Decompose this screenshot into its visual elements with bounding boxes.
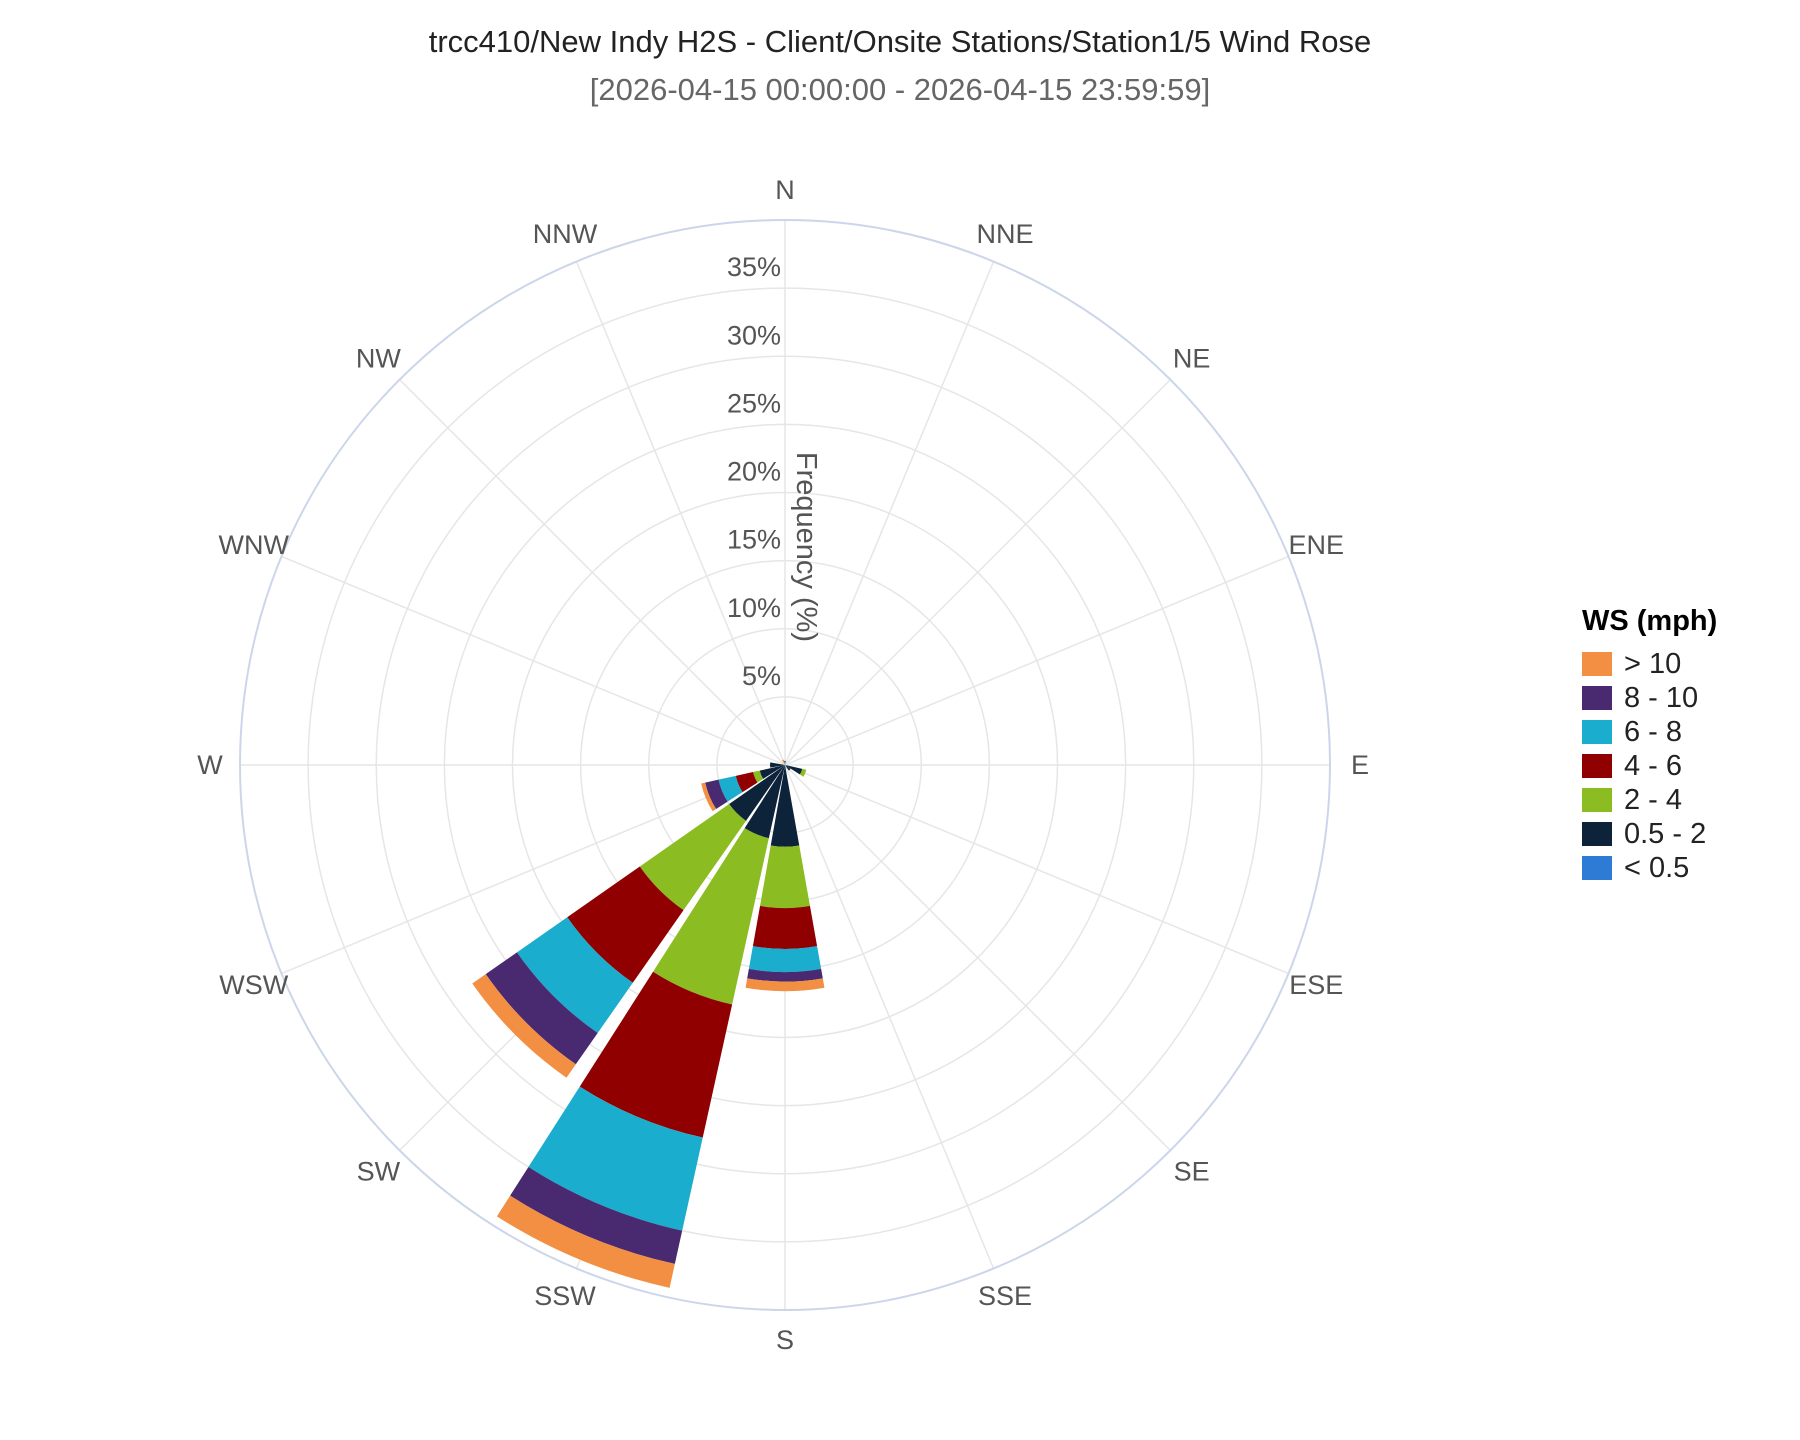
direction-label-se: SE [1174,1157,1210,1187]
direction-label-w: W [197,750,223,780]
bar-ese-series-1 [786,765,803,775]
bar-wsw-series-1 [759,765,784,779]
bar-s-series-4 [748,946,822,973]
wind-rose-bars [472,759,825,1288]
bar-wsw-series-4 [718,775,743,802]
bar-ese-series-0 [785,765,787,766]
legend-swatch-2 [1582,720,1612,744]
bar-s-series-6 [745,978,825,992]
radial-tick-label-3: 20% [727,457,781,487]
legend-item-label-2: 6 - 8 [1624,716,1682,748]
grid-spoke-3 [784,555,1289,766]
direction-label-ene: ENE [1288,530,1344,560]
outer-ring [239,219,1331,1311]
legend-swatch-1 [1582,686,1612,710]
legend-swatch-3 [1582,754,1612,778]
grid-spoke-11 [281,764,786,975]
grid-spoke-14 [399,379,786,766]
direction-label-nnw: NNW [533,219,598,249]
radial-tick-label-5: 30% [727,320,781,350]
direction-label-nw: NW [356,343,401,373]
grid-spoke-6 [784,764,1171,1151]
legend-item-label-5: 0.5 - 2 [1624,818,1706,850]
bar-sw-series-2 [639,804,746,911]
bar-sw-series-3 [567,866,684,983]
legend-swatch-5 [1582,822,1612,846]
bar-s-series-2 [760,845,810,909]
bar-se-series-0 [785,765,787,767]
radial-tick-label-1: 10% [727,593,781,623]
bar-wsw-series-3 [735,772,758,793]
bar-ssw-series-5 [510,1166,683,1264]
bar-nnw-series-0 [784,763,785,765]
bar-s-series-1 [770,765,800,847]
bar-ssw-series-1 [744,765,785,839]
legend: WS (mph) > 108 - 106 - 84 - 62 - 40.5 - … [1582,605,1717,884]
radial-tick-labels: 5% 10% 15% 20% 25% 30% 35% [727,252,781,691]
bar-s-series-3 [752,905,818,949]
bar-ssw-series-2 [653,828,769,1005]
chart-subtitle: [2026-04-15 00:00:00 - 2026-04-15 23:59:… [590,72,1210,107]
bar-sw-series-6 [472,974,576,1078]
direction-label-e: E [1351,750,1369,780]
bar-sw-series-5 [485,952,598,1065]
radial-axis-title: Frequency (%) [790,452,822,642]
grid-spoke-5 [784,764,1289,975]
direction-label-ssw: SSW [534,1281,596,1311]
legend-item-label-3: 4 - 6 [1624,750,1682,782]
direction-label-s: S [776,1325,794,1355]
bar-sw-series-1 [729,765,785,821]
grid-spoke-15 [575,261,786,766]
legend-swatch-4 [1582,788,1612,812]
bar-w-series-1 [770,762,784,768]
bar-sw-series-4 [516,917,633,1034]
radial-tick-label-6: 35% [727,252,781,282]
bar-s-series-5 [747,968,823,982]
bar-wsw-series-0 [783,765,785,766]
bar-nnw-series-6 [782,759,785,764]
radial-tick-label-4: 25% [727,388,781,418]
legend-swatch-0 [1582,652,1612,676]
legend-item-label-4: 2 - 4 [1624,784,1682,816]
legend-title: WS (mph) [1582,605,1717,637]
direction-label-ese: ESE [1289,970,1343,1000]
direction-label-nne: NNE [977,219,1034,249]
bar-ese-series-2 [799,768,807,777]
direction-label-sw: SW [357,1157,401,1187]
bar-wsw-series-5 [705,779,728,809]
direction-label-wsw: WSW [219,970,288,1000]
direction-label-wnw: WNW [219,530,290,560]
bar-wsw-series-2 [753,770,764,783]
direction-labels: N NNE NE ENE E ESE SE SSE S SSW SW WSW W WNW NW NNW [197,175,1369,1355]
bar-se-series-1 [785,765,791,771]
bar-ssw-series-6 [496,1195,675,1288]
grid-spoke-1 [784,261,995,766]
bar-ssw-series-4 [528,1086,703,1231]
bar-n-series-0 [784,762,786,765]
bar-n-series-1 [784,760,786,763]
radial-tick-label-0: 5% [742,661,781,691]
grid-spoke-7 [784,764,995,1269]
legend-item-label-6: < 0.5 [1624,852,1689,884]
bar-ssw-series-3 [579,971,733,1138]
radial-tick-label-2: 15% [727,525,781,555]
chart-title: trcc410/New Indy H2S - Client/Onsite Sta… [429,24,1372,59]
direction-label-n: N [775,175,795,205]
direction-label-sse: SSE [978,1281,1032,1311]
legend-swatch-6 [1582,856,1612,880]
legend-item-label-1: 8 - 10 [1624,682,1698,714]
grid-spoke-2 [784,379,1171,766]
bar-wsw-series-6 [701,782,717,812]
grid-spoke-13 [281,555,786,766]
legend-item-label-0: > 10 [1624,648,1681,680]
direction-label-ne: NE [1173,343,1211,373]
bar-nne-series-0 [785,763,786,765]
